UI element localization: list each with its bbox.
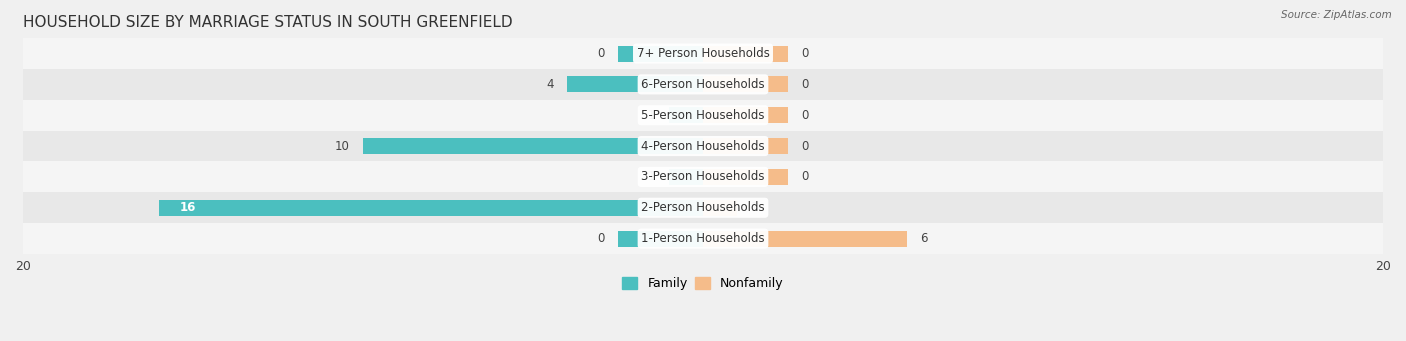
Bar (22, 69, 1384, 100)
Text: 1: 1 (751, 201, 758, 214)
Bar (619, 45, 703, 62)
Text: 3-Person Households: 3-Person Households (641, 170, 765, 183)
Text: 10: 10 (335, 139, 349, 152)
Bar (22, 38, 1384, 69)
Bar (159, 200, 703, 216)
Text: 0: 0 (801, 139, 808, 152)
Bar (567, 76, 703, 92)
Text: Source: ZipAtlas.com: Source: ZipAtlas.com (1281, 10, 1392, 20)
Bar (669, 169, 703, 185)
Text: 7+ Person Households: 7+ Person Households (637, 47, 769, 60)
Bar (703, 107, 787, 123)
Text: 0: 0 (801, 170, 808, 183)
Text: 0: 0 (801, 109, 808, 122)
Bar (22, 162, 1384, 192)
Text: 6: 6 (921, 232, 928, 245)
Text: 1-Person Households: 1-Person Households (641, 232, 765, 245)
Bar (619, 231, 703, 247)
Text: 1: 1 (648, 170, 655, 183)
Bar (703, 138, 787, 154)
Bar (669, 107, 703, 123)
Text: 6-Person Households: 6-Person Households (641, 78, 765, 91)
Bar (22, 131, 1384, 162)
Bar (703, 169, 787, 185)
Bar (22, 100, 1384, 131)
Text: 0: 0 (801, 78, 808, 91)
Bar (363, 138, 703, 154)
Text: 0: 0 (598, 47, 605, 60)
Text: 0: 0 (598, 232, 605, 245)
Legend: Family, Nonfamily: Family, Nonfamily (617, 272, 789, 295)
Text: HOUSEHOLD SIZE BY MARRIAGE STATUS IN SOUTH GREENFIELD: HOUSEHOLD SIZE BY MARRIAGE STATUS IN SOU… (22, 15, 513, 30)
Bar (22, 192, 1384, 223)
Text: 16: 16 (180, 201, 195, 214)
Bar (703, 76, 787, 92)
Bar (703, 45, 787, 62)
Text: 4-Person Households: 4-Person Households (641, 139, 765, 152)
Bar (703, 231, 907, 247)
Text: 2-Person Households: 2-Person Households (641, 201, 765, 214)
Bar (22, 223, 1384, 254)
Text: 1: 1 (648, 109, 655, 122)
Bar (703, 200, 737, 216)
Text: 4: 4 (546, 78, 554, 91)
Text: 0: 0 (801, 47, 808, 60)
Text: 5-Person Households: 5-Person Households (641, 109, 765, 122)
